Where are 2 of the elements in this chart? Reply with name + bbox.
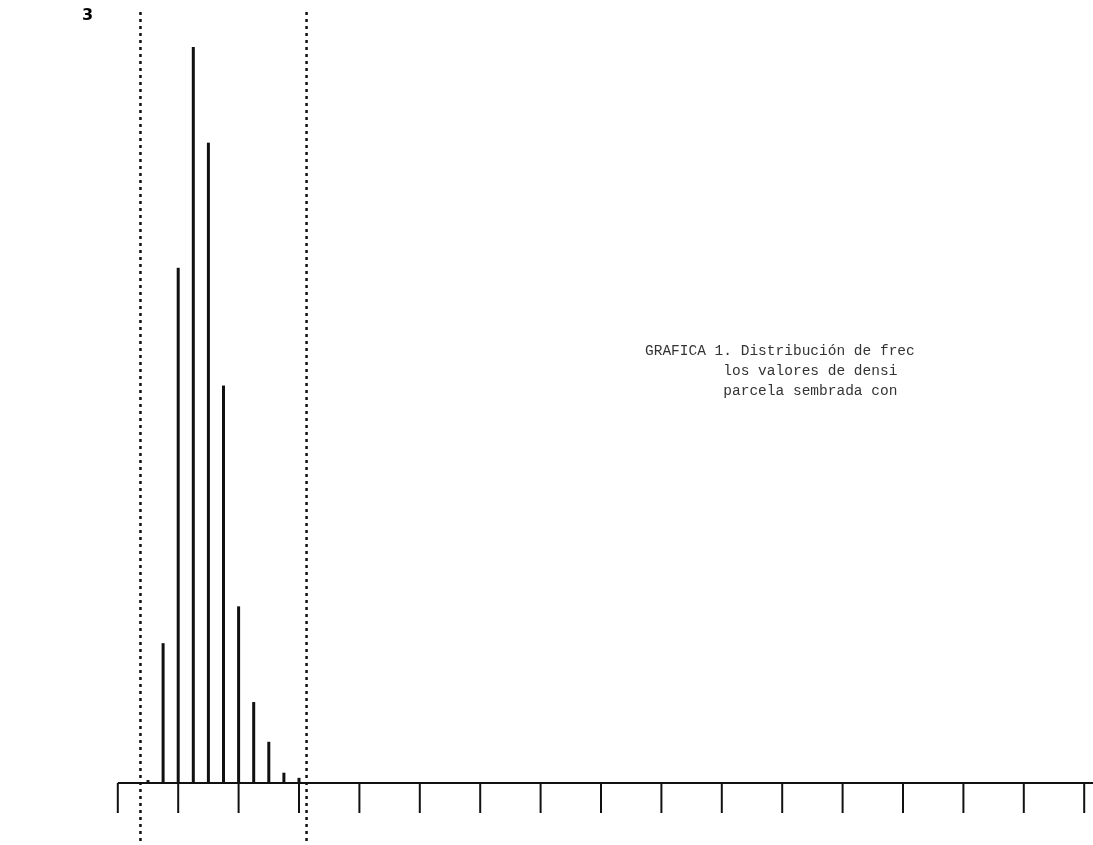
- text: 3: [82, 5, 94, 24]
- text: GRAFICA 1. Distribución de frec los valores de densi parcela sembrada con: [645, 343, 915, 399]
